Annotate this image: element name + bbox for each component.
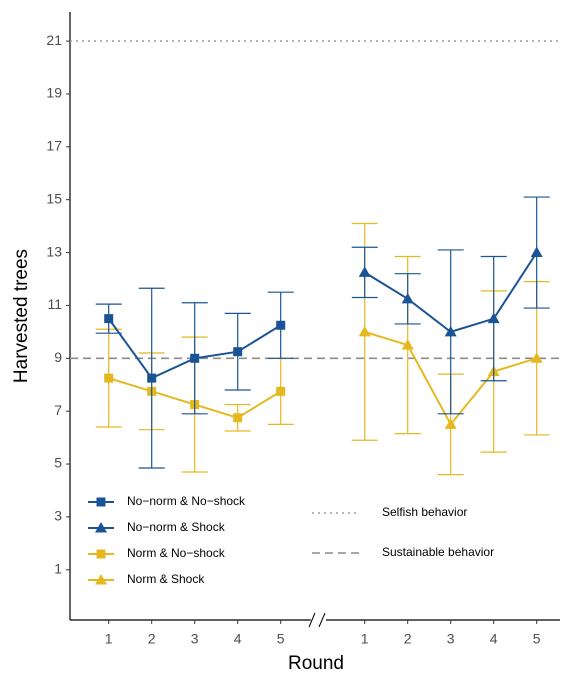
marker: [104, 373, 114, 383]
marker: [104, 314, 114, 324]
x-tick-label: 1: [361, 631, 369, 647]
legend-marker: [95, 522, 107, 533]
marker: [444, 418, 457, 429]
y-tick-label: 13: [46, 243, 62, 259]
legend-label: Norm & Shock: [127, 572, 205, 586]
axis-break: [308, 612, 316, 628]
legend-label: No−norm & Shock: [127, 520, 226, 534]
y-tick-label: 7: [54, 402, 62, 418]
y-tick-label: 19: [46, 85, 62, 101]
x-tick-label: 1: [105, 631, 113, 647]
x-tick-label: 2: [148, 631, 156, 647]
marker: [233, 347, 243, 357]
x-tick-label: 5: [277, 631, 285, 647]
y-tick-label: 9: [54, 349, 62, 365]
y-tick-label: 11: [47, 296, 62, 312]
x-tick-label: 5: [533, 631, 541, 647]
legend-label: No−norm & No−shock: [127, 494, 246, 508]
x-tick-label: 2: [404, 631, 412, 647]
marker: [147, 373, 157, 383]
x-tick-label: 3: [447, 631, 455, 647]
marker: [401, 339, 414, 350]
legend-marker: [96, 549, 106, 559]
marker: [233, 413, 243, 423]
y-tick-label: 21: [46, 32, 62, 48]
y-tick-label: 3: [54, 508, 62, 524]
y-tick-label: 15: [46, 190, 62, 206]
marker: [276, 386, 286, 396]
y-axis-title: Harvested trees: [11, 249, 32, 383]
legend-marker: [96, 497, 106, 507]
legend-label: Selfish behavior: [382, 505, 467, 519]
x-tick-label: 3: [191, 631, 199, 647]
x-tick-label: 4: [234, 631, 242, 647]
x-axis-title: Round: [288, 653, 344, 674]
axis-break: [318, 612, 326, 628]
x-tick-label: 4: [490, 631, 498, 647]
marker: [530, 352, 543, 363]
marker: [190, 353, 200, 363]
marker: [487, 312, 500, 324]
y-tick-label: 1: [54, 560, 62, 576]
y-tick-label: 5: [54, 455, 62, 471]
y-tick-label: 17: [46, 138, 62, 154]
legend-marker: [95, 574, 107, 585]
marker: [358, 325, 371, 337]
marker: [530, 246, 543, 258]
marker: [444, 325, 457, 337]
marker: [401, 292, 414, 304]
marker: [276, 320, 286, 330]
marker: [358, 266, 371, 277]
legend-label: Norm & No−shock: [127, 546, 226, 560]
legend-label: Sustainable behavior: [382, 545, 494, 559]
